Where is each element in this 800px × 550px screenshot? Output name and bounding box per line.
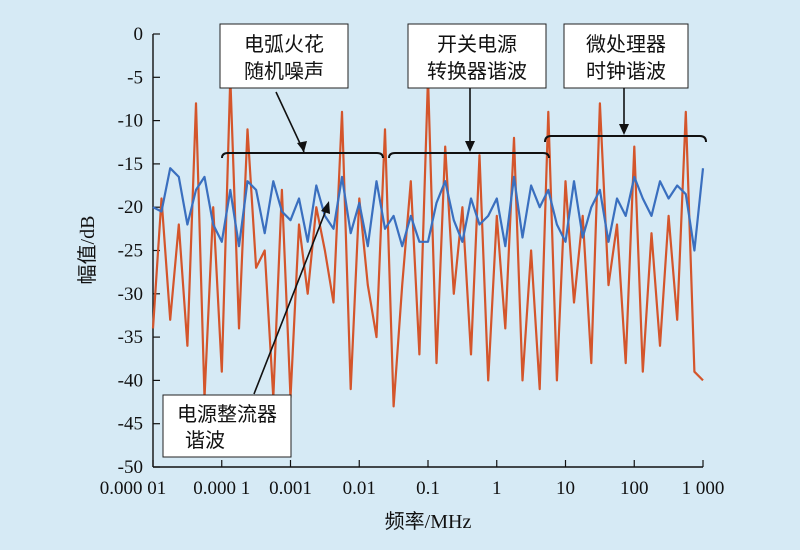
y-tick-label: 0 [134,24,144,45]
y-tick-label: -25 [118,241,143,262]
annotation-text: 电源整流器 [177,403,277,426]
x-tick-label: 0.000 01 [100,478,167,499]
annotation-rectifier: 电源整流器 谐波 [162,201,330,458]
y-tick-label: -35 [118,327,143,348]
annotation-text: 时钟谐波 [586,60,666,83]
annotation-arc-noise: 电弧火花 随机噪声 [219,23,384,159]
y-tick-label: -45 [118,414,143,435]
annotation-bracket [221,152,384,159]
annotation-box [563,23,689,89]
series-line-blue [152,167,705,252]
annotation-box [162,394,292,458]
y-tick-label: -15 [118,154,143,175]
annotation-arrow [275,91,305,153]
x-axis-title: 频率/MHz [385,510,472,533]
annotation-smps: 开关电源 转换器谐波 [388,23,550,159]
annotation-arrow-head [297,141,307,152]
y-tick-label: -40 [118,370,143,391]
x-tick-label: 10 [556,478,575,499]
annotation-text: 转换器谐波 [427,60,527,83]
annotation-bracket [388,152,550,159]
x-tick-label: 100 [620,478,649,499]
y-ticks: 0 -5 -10 -15 -20 -25 -30 -35 -40 -45 -50 [118,24,160,478]
annotation-cpu-clock: 微处理器 时钟谐波 [544,23,707,143]
annotation-arrow [253,209,327,395]
annotation-arrow-head [619,124,629,135]
y-tick-label: -10 [118,111,143,132]
annotation-text: 微处理器 [586,33,666,56]
y-tick-label: -30 [118,284,143,305]
y-tick-label: -50 [118,457,143,478]
x-tick-label: 1 000 [682,478,725,499]
annotation-text: 电弧火花 [244,33,324,56]
annotation-text: 随机噪声 [244,60,324,83]
annotation-text: 谐波 [185,429,225,452]
annotation-arrow-head [465,141,475,152]
x-tick-label: 1 [492,478,502,499]
x-tick-label: 0.000 1 [193,478,250,499]
y-tick-label: -20 [118,197,143,218]
annotation-bracket [544,135,707,143]
annotation-box [407,23,547,89]
x-tick-label: 0.001 [269,478,312,499]
x-ticks: 0.000 01 0.000 1 0.001 0.01 0.1 1 10 100 1 000 [100,460,725,499]
annotation-text: 开关电源 [437,33,517,56]
annotation-arrow-head [321,201,330,214]
y-tick-label: -5 [127,67,143,88]
annotation-box [219,23,349,89]
x-tick-label: 0.01 [343,478,376,499]
x-tick-label: 0.1 [416,478,440,499]
y-axis-title: 幅值/dB [76,216,99,285]
